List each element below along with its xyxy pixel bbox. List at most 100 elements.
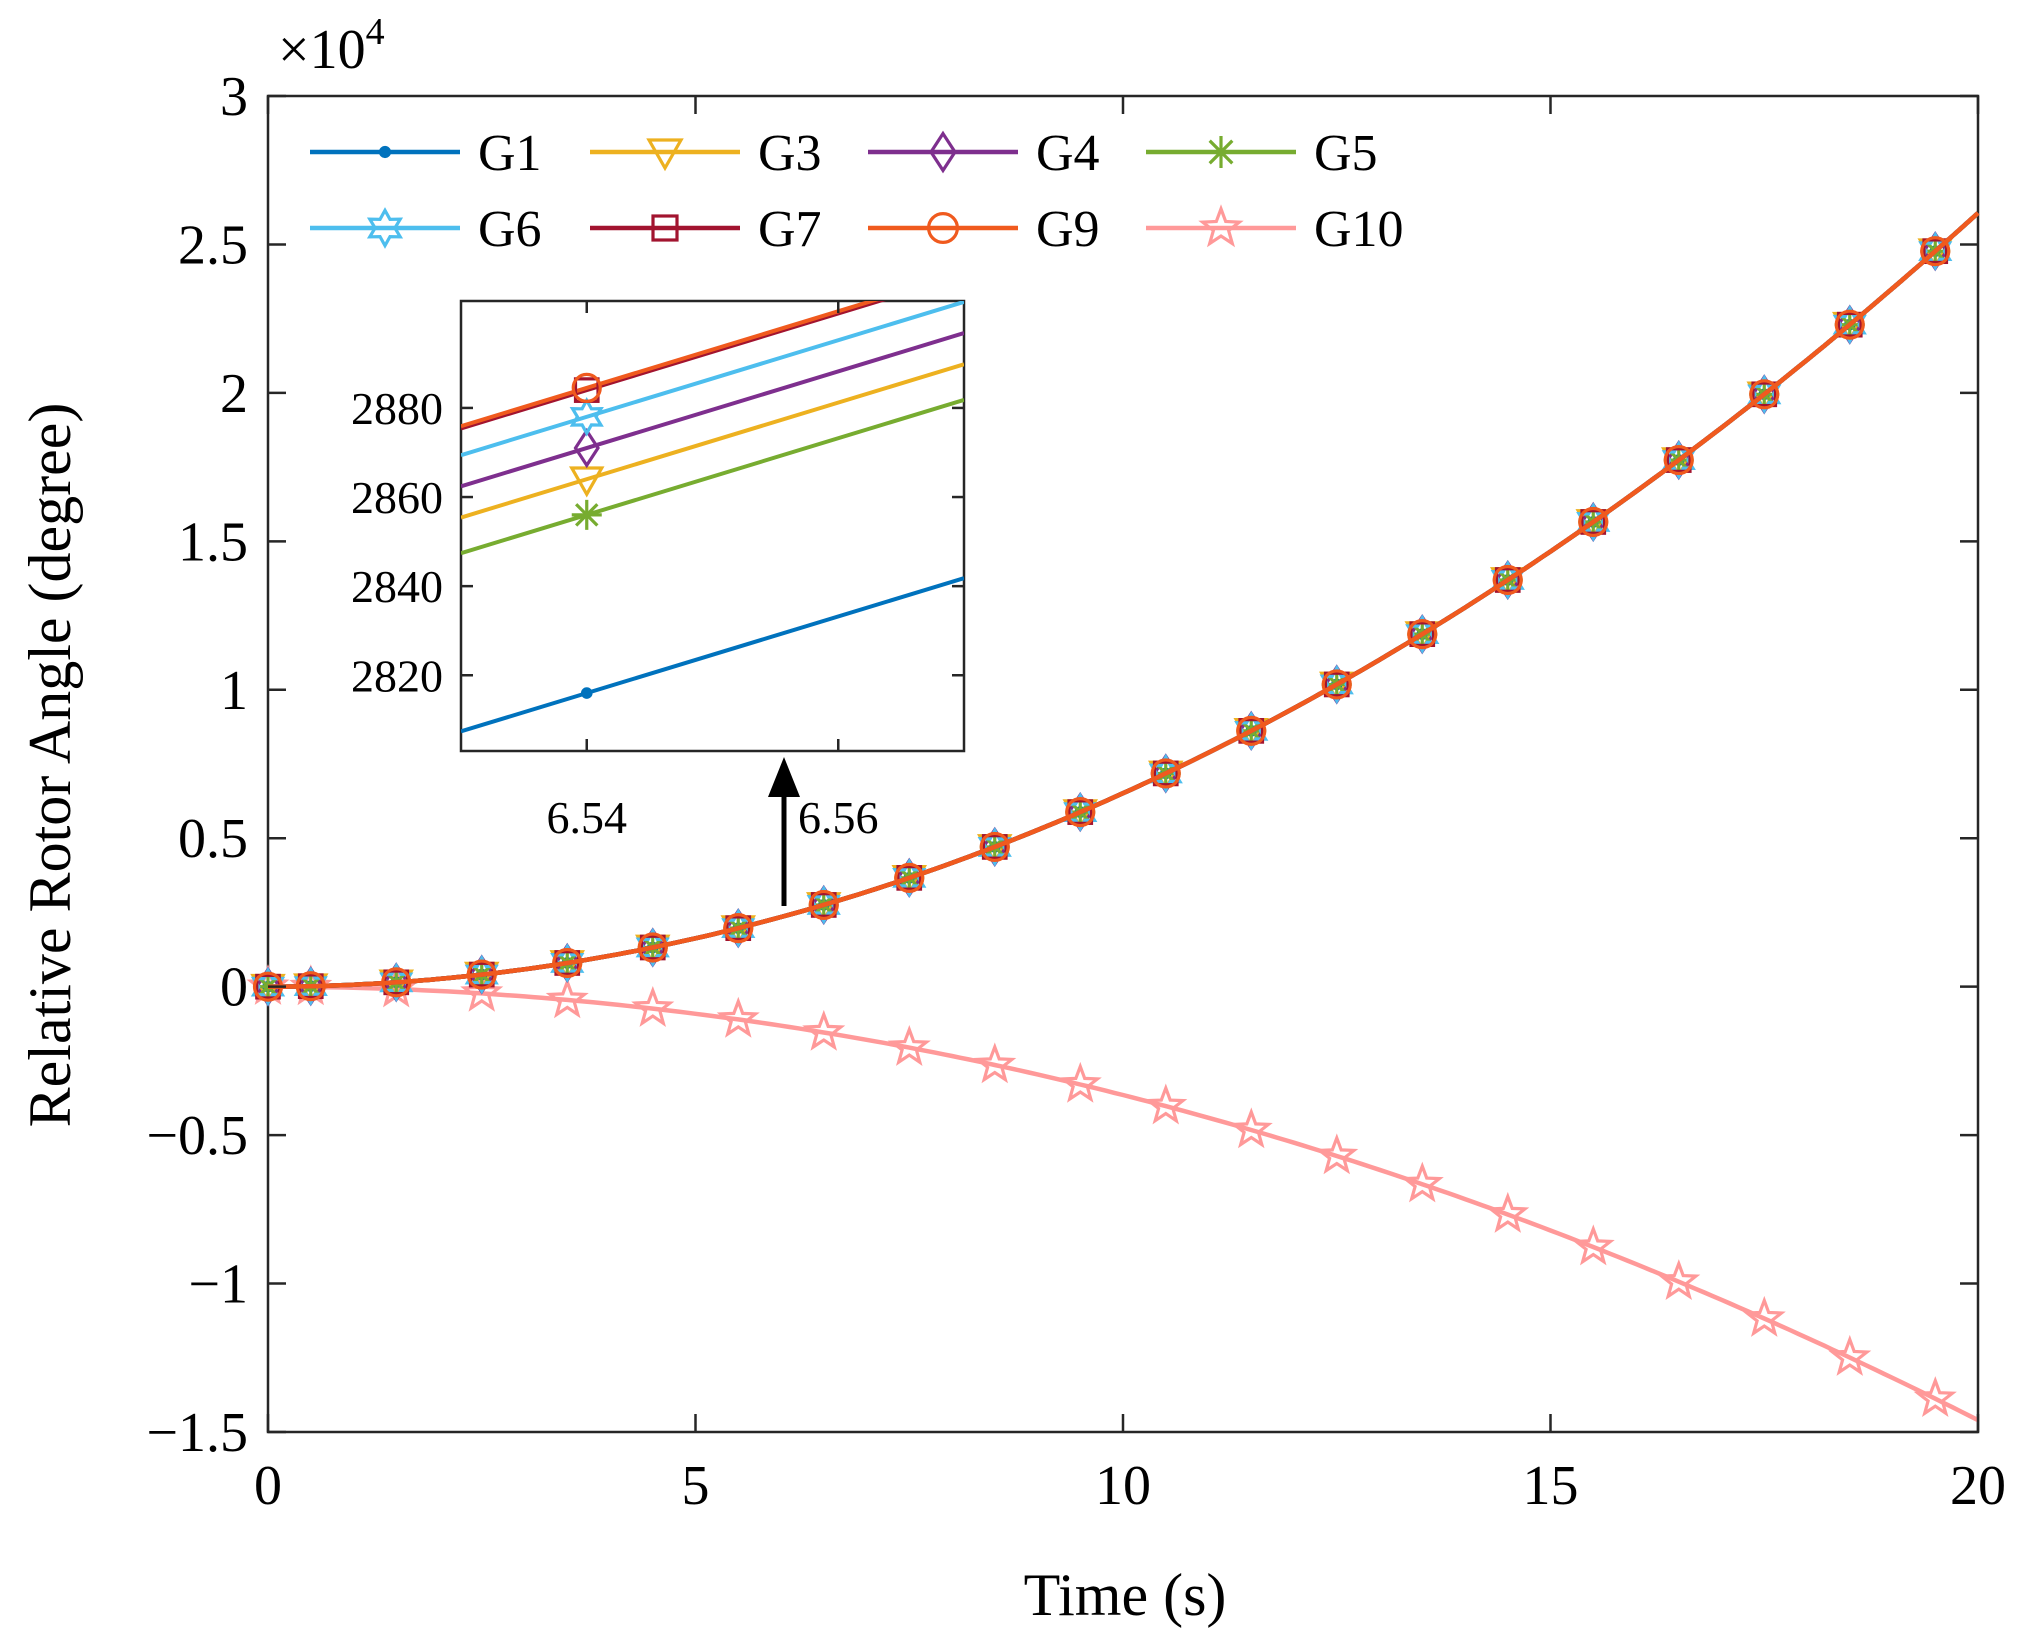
series-marker-g9 — [1749, 379, 1780, 410]
series-marker-g7 — [1323, 671, 1350, 698]
series-marker-g6 — [721, 908, 756, 949]
series-marker-g6 — [379, 962, 414, 1003]
series-marker-g9 — [637, 932, 668, 963]
x-tick-label: 0 — [254, 1455, 282, 1517]
series-marker-g10 — [1828, 1334, 1872, 1376]
legend-label-g6: G6 — [478, 201, 542, 258]
series-marker-g10 — [1058, 1061, 1102, 1103]
inset-y-tick-label: 2880 — [351, 383, 443, 434]
legend-label-g10: G10 — [1314, 201, 1404, 258]
inset-series — [461, 301, 964, 734]
inset-y-tick-label: 2860 — [351, 472, 443, 523]
series-marker-g9 — [295, 971, 326, 1002]
series-marker-g7 — [1494, 567, 1521, 593]
inset-marker-g4 — [573, 427, 600, 469]
series-marker-g9 — [1150, 758, 1181, 789]
legend-label-g9: G9 — [1036, 201, 1100, 258]
series-marker-g6 — [977, 827, 1012, 867]
x-tick-label: 20 — [1950, 1455, 2006, 1517]
legend-label-g5: G5 — [1314, 125, 1378, 182]
series-marker-g6 — [806, 885, 841, 925]
legend-item-g6: G6 — [310, 201, 542, 258]
series-marker-g6 — [250, 966, 286, 1007]
series-marker-g6 — [1747, 374, 1782, 415]
series-marker-g10 — [1486, 1191, 1530, 1233]
x-tick-label: 5 — [682, 1455, 710, 1517]
series-marker-g7 — [1067, 799, 1094, 825]
series-marker-g10 — [1400, 1161, 1444, 1203]
series-marker-g7 — [1238, 718, 1265, 744]
series-marker-g7 — [1580, 509, 1607, 535]
series-marker-g10 — [887, 1024, 931, 1066]
legend-marker-g7 — [651, 214, 679, 242]
series-marker-g10 — [1913, 1376, 1957, 1418]
series-marker-g9 — [552, 947, 583, 979]
series-marker-g9 — [1834, 309, 1865, 340]
series-marker-g7 — [810, 892, 837, 918]
legend-marker-g4 — [929, 130, 957, 174]
legend-marker-g9 — [926, 212, 959, 245]
series-marker-g9 — [466, 959, 497, 990]
series-marker-g9 — [723, 913, 754, 944]
legend-item-g1: G1 — [310, 125, 542, 182]
legend: G1 G3 G4 G5 G6 G7 G9 G10 — [310, 125, 1404, 258]
x-tick-label: 10 — [1095, 1455, 1151, 1517]
inset-line-g6 — [461, 301, 964, 458]
axis-ticks: 0 5 10 15 20 −1.5 −1 −0.5 0 0.5 1 1.5 2 2.5 3 — [146, 66, 2006, 1517]
series-marker-g9 — [1065, 797, 1096, 828]
y-tick-label: −1.5 — [146, 1402, 248, 1464]
legend-label-g4: G4 — [1036, 125, 1100, 182]
inset-y-tick-label: 2840 — [351, 561, 443, 612]
inset-zoom-axes: 6.54 6.56 2820 2840 2860 2880 — [351, 299, 966, 843]
inset-marker-g5 — [571, 499, 602, 530]
series-marker-g7 — [1409, 621, 1436, 648]
inset-x-tick-label: 6.56 — [798, 792, 879, 843]
series-marker-g9 — [1578, 506, 1609, 538]
y-tick-label: 1 — [220, 660, 248, 722]
legend-item-g3: G3 — [590, 125, 822, 182]
legend-marker-g3 — [646, 138, 684, 172]
legend-item-g7: G7 — [590, 201, 822, 258]
series-marker-g7 — [1836, 311, 1863, 338]
series-marker-g6 — [464, 954, 499, 995]
series-marker-g10 — [545, 977, 589, 1019]
series-marker-g10 — [716, 996, 760, 1038]
series-marker-g7 — [981, 834, 1008, 860]
y-tick-label: 2 — [220, 363, 248, 425]
series-marker-g6 — [550, 943, 585, 983]
legend-marker-g5 — [1205, 136, 1237, 168]
inset-marker-g1 — [580, 687, 593, 699]
inset-line-g3 — [461, 362, 964, 520]
inset-y-tick-label: 2820 — [351, 650, 443, 701]
series-marker-g7 — [1152, 760, 1179, 787]
series-marker-g10 — [1742, 1295, 1786, 1337]
series-marker-g9 — [1321, 669, 1352, 700]
series-marker-g6 — [635, 927, 670, 968]
main-series — [246, 211, 1980, 1423]
series-marker-g10 — [1144, 1083, 1188, 1125]
legend-label-g7: G7 — [758, 201, 822, 258]
legend-item-g9: G9 — [868, 201, 1100, 258]
legend-marker-g1 — [378, 145, 392, 159]
legend-marker-g10 — [1198, 204, 1244, 248]
y-tick-label: −1 — [188, 1254, 248, 1316]
y-tick-label: 2.5 — [178, 214, 248, 276]
legend-item-g5: G5 — [1146, 125, 1378, 182]
series-marker-g10 — [460, 970, 504, 1012]
series-marker-g10 — [1571, 1224, 1615, 1266]
inset-line-g4 — [461, 331, 964, 489]
y-multiplier-label: ×104 — [278, 11, 385, 81]
series-marker-g10 — [973, 1042, 1017, 1084]
series-marker-g9 — [1236, 715, 1267, 746]
inset-marker-g9 — [571, 372, 602, 403]
inset-x-tick-label: 6.54 — [547, 792, 628, 843]
series-marker-g6 — [1832, 304, 1867, 345]
series-marker-g7 — [1665, 447, 1692, 473]
y-tick-label: 1.5 — [178, 511, 248, 573]
main-axes — [266, 94, 1980, 1434]
plot-frame — [266, 94, 1980, 1434]
inset-line-g5 — [461, 397, 964, 556]
inset-marker-g6 — [569, 396, 604, 437]
series-marker-g6 — [293, 966, 328, 1007]
